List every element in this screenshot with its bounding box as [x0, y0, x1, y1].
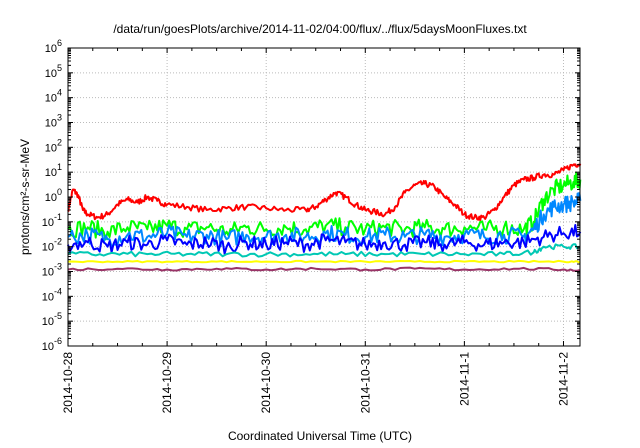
y-tick-label: 103: [45, 113, 62, 130]
y-tick-label: 101: [45, 162, 62, 179]
series-line: [67, 171, 582, 241]
y-axis-label: protons/cm²-s-sr-MeV: [18, 139, 32, 255]
series-line: [67, 224, 582, 255]
chart-title: /data/run/goesPlots/archive/2014-11-02/0…: [113, 22, 527, 36]
y-tick-label: 102: [45, 137, 62, 154]
x-axis-label: Coordinated Universal Time (UTC): [227, 429, 413, 443]
y-tick-label: 10-6: [42, 336, 62, 353]
y-axis: 10-6 10-5 10-4 10-3 10-2 10-1 100 101 102 103 104 1…: [42, 38, 580, 353]
x-tick-label: 2014-10-28: [61, 352, 75, 414]
x-tick-label: 2014-10-30: [259, 352, 273, 414]
y-tick-label: 10-5: [42, 311, 62, 328]
x-tick-label: 2014-11-2: [556, 352, 570, 406]
y-tick-label: 10-3: [42, 262, 62, 279]
x-tick-label: 2014-11-1: [457, 352, 471, 406]
series-line: [67, 163, 582, 222]
y-tick-label: 10-4: [42, 286, 62, 303]
x-tick-label: 2014-10-29: [160, 352, 174, 414]
y-tick-label: 10-1: [42, 212, 62, 229]
series-line: [67, 259, 581, 264]
x-tick-label: 2014-10-31: [358, 352, 372, 414]
y-tick-label: 106: [45, 38, 62, 55]
y-tick-label: 104: [45, 88, 62, 105]
x-axis: 2014-10-28 2014-10-29 2014-10-30 2014-10-31…: [61, 48, 570, 413]
y-tick-label: 100: [45, 187, 62, 204]
series-line: [67, 243, 581, 258]
series-line: [67, 266, 581, 272]
series-lines: [67, 163, 582, 272]
y-tick-label: 10-2: [42, 237, 62, 254]
y-tick-label: 105: [45, 63, 62, 80]
